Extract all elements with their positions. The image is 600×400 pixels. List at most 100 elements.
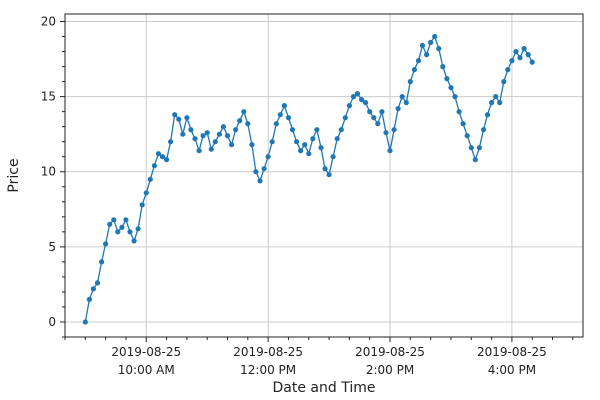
data-point [135, 226, 141, 232]
data-point [424, 52, 430, 58]
data-point [212, 139, 218, 145]
data-point [529, 59, 535, 65]
data-point [387, 148, 393, 154]
data-point [123, 217, 129, 223]
data-point [391, 127, 397, 133]
data-point [310, 136, 316, 142]
data-point [107, 221, 113, 227]
data-point [444, 76, 450, 82]
x-axis: 2019-08-25 10:00 AM 2019-08-25 12:00 PM 2019… [64, 337, 574, 377]
x-tick-date-label: 2019-08-25 [477, 345, 547, 359]
data-point [501, 79, 507, 85]
data-point [257, 178, 263, 184]
data-point [172, 112, 178, 118]
data-point [513, 49, 519, 55]
data-point [521, 46, 527, 52]
data-point [180, 131, 186, 137]
data-point [285, 115, 292, 121]
data-point [306, 151, 312, 157]
data-point [277, 112, 283, 118]
data-point [334, 136, 340, 142]
data-point [294, 139, 300, 145]
price-series [82, 33, 535, 325]
data-point [375, 121, 381, 127]
y-tick-label: 10 [41, 165, 56, 179]
data-point [525, 52, 531, 58]
data-point [403, 100, 409, 106]
data-point [419, 42, 426, 49]
data-point [86, 296, 92, 302]
data-point [407, 79, 413, 85]
y-axis-title: Price [6, 158, 22, 192]
data-point [476, 145, 482, 151]
data-point [436, 46, 442, 52]
data-point [208, 146, 214, 152]
data-point [82, 319, 88, 325]
x-tick-time-label: 4:00 PM [488, 363, 536, 377]
data-point [509, 58, 515, 64]
data-point [139, 202, 145, 208]
data-point [379, 109, 385, 115]
data-point [464, 133, 470, 139]
data-point [318, 145, 324, 151]
data-point [493, 94, 499, 100]
data-point [338, 127, 344, 133]
x-tick-time-label: 12:00 PM [240, 363, 296, 377]
data-point [322, 166, 328, 172]
data-point [143, 190, 149, 196]
data-point [216, 131, 222, 137]
data-point [176, 116, 182, 122]
y-tick-label: 0 [48, 315, 56, 329]
data-point [261, 166, 267, 172]
data-point [428, 39, 434, 46]
data-point [204, 130, 210, 136]
data-point [415, 58, 422, 64]
data-point [147, 176, 153, 182]
data-point [363, 100, 369, 106]
data-point [127, 229, 133, 235]
y-tick-label: 15 [41, 90, 56, 104]
data-point [468, 145, 474, 151]
data-point [168, 139, 174, 145]
gridlines [65, 14, 583, 337]
data-point [241, 109, 247, 115]
data-point [314, 127, 320, 133]
data-point [367, 109, 373, 115]
data-point [383, 130, 389, 136]
data-point [151, 163, 157, 169]
data-point [188, 127, 194, 133]
data-point [432, 33, 438, 40]
data-point [452, 94, 458, 100]
data-point [253, 169, 259, 175]
data-point [460, 121, 466, 127]
data-point [237, 118, 243, 124]
data-point [497, 100, 503, 106]
data-point [484, 112, 491, 118]
data-point [265, 154, 271, 160]
data-point [224, 133, 231, 139]
data-point [517, 55, 523, 61]
data-point [326, 172, 332, 178]
y-tick-label: 5 [48, 240, 56, 254]
data-point [350, 94, 357, 100]
y-axis: 0 5 10 15 20 [41, 15, 65, 338]
y-tick-label: 20 [41, 15, 56, 29]
data-point [159, 154, 166, 160]
x-tick-date-label: 2019-08-25 [355, 345, 425, 359]
data-point [99, 259, 105, 265]
x-tick-time-label: 2:00 PM [366, 363, 414, 377]
data-point [94, 280, 101, 286]
data-point [111, 217, 117, 223]
data-point [359, 97, 365, 103]
data-point [220, 124, 226, 130]
data-point [155, 151, 161, 157]
data-point [90, 286, 96, 292]
data-point [229, 142, 235, 148]
data-point [354, 91, 361, 97]
data-point [115, 229, 121, 235]
data-point [200, 133, 206, 139]
data-point [196, 148, 202, 154]
data-point [472, 157, 478, 163]
data-point [448, 85, 454, 91]
